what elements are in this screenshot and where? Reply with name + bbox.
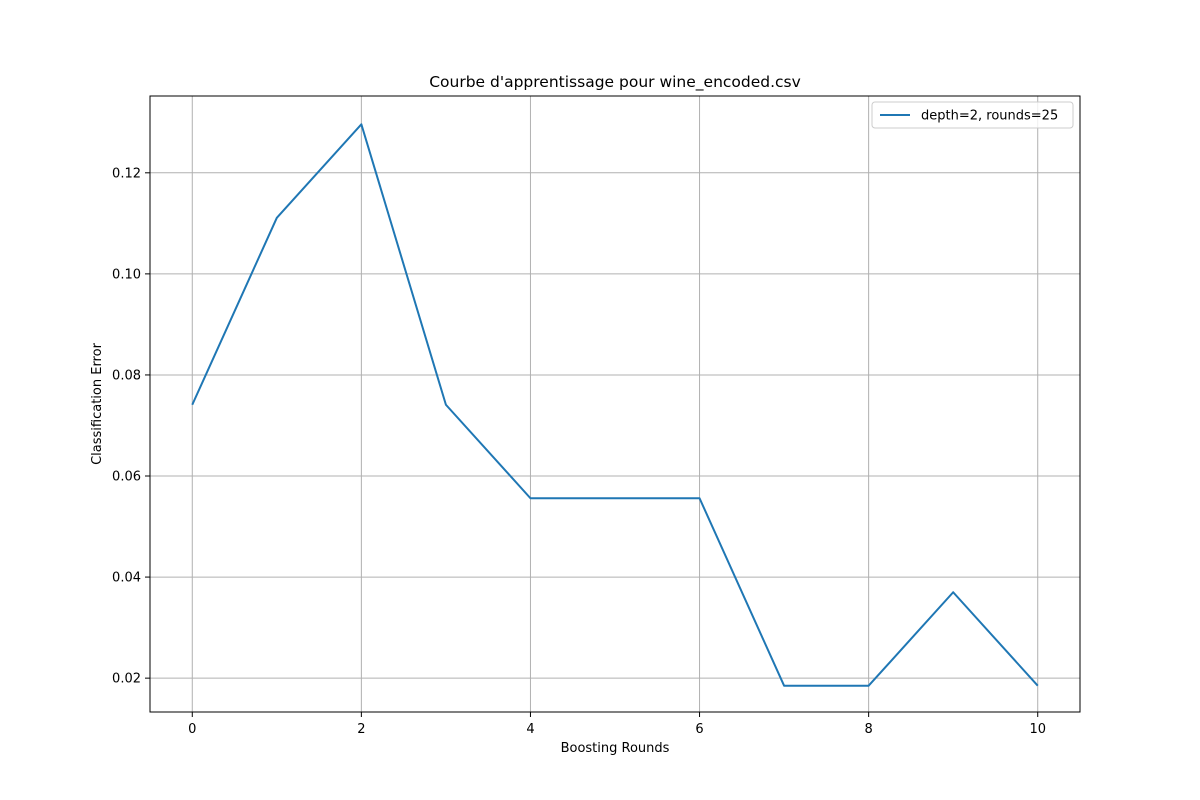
grid <box>150 96 1080 712</box>
x-tick-label: 6 <box>695 722 703 737</box>
x-axis-label: Boosting Rounds <box>561 741 670 756</box>
x-tick-label: 8 <box>864 722 872 737</box>
y-axis-label: Classification Error <box>90 342 105 464</box>
legend: depth=2, rounds=25 <box>871 101 1074 129</box>
series-line <box>191 123 1039 687</box>
x-tick-label: 10 <box>1029 722 1046 737</box>
y-tick-label: 0.02 <box>112 672 141 687</box>
x-tick-label: 0 <box>188 722 196 737</box>
y-tick-label: 0.08 <box>112 368 141 383</box>
x-tick-label: 4 <box>526 722 534 737</box>
y-tick-label: 0.12 <box>112 166 141 181</box>
chart-title: Courbe d'apprentissage pour wine_encoded… <box>429 73 801 92</box>
legend-entry-label: depth=2, rounds=25 <box>921 109 1058 124</box>
y-tick-label: 0.04 <box>112 571 141 586</box>
legend-box <box>871 101 1074 129</box>
x-tick-label: 2 <box>357 722 365 737</box>
ticks: 0 2 4 6 8 10 0.02 0.04 0.06 0.08 0.10 0.12 <box>112 166 1046 737</box>
axes-frame <box>149 95 1081 713</box>
series-layer <box>191 123 1039 687</box>
y-tick-label: 0.06 <box>112 470 141 485</box>
y-tick-label: 0.10 <box>112 267 141 282</box>
